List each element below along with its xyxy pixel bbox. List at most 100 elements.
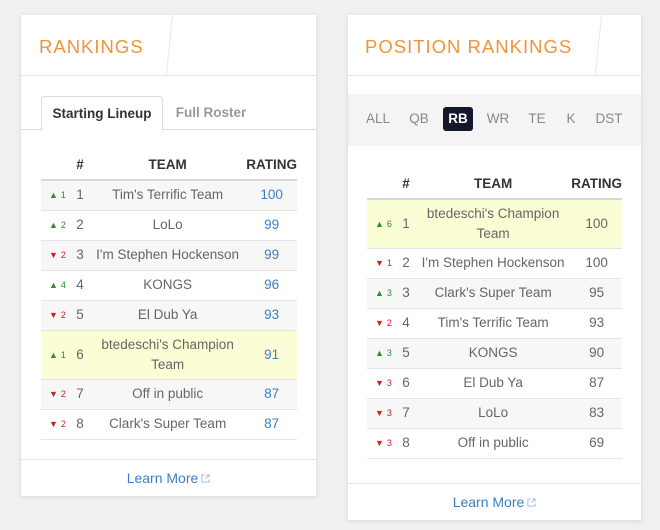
team-name: Clark's Super Team	[415, 278, 572, 309]
rank-number: 1	[397, 199, 415, 249]
position-k-button[interactable]: K	[566, 111, 576, 126]
rankings-footer: Learn More	[21, 459, 316, 496]
rank-change-value: 1	[60, 190, 66, 201]
rating-cell: 99	[246, 240, 297, 271]
position-rankings-header: POSITION RANKINGS	[348, 15, 641, 76]
table-row: ▼ 3 7 LoLo 83	[367, 398, 622, 429]
rating-column-header: RATING	[246, 149, 297, 181]
rank-change: ▼ 3	[367, 368, 397, 399]
rating-cell: 96	[246, 270, 297, 301]
rating-column-header: RATING	[571, 168, 622, 200]
tab-full-roster[interactable]: Full Roster	[175, 105, 247, 120]
rating-link[interactable]: 91	[264, 346, 280, 362]
change-column-header	[367, 168, 397, 200]
rank-change-value: 1	[60, 349, 66, 360]
position-wr-button[interactable]: WR	[486, 111, 510, 126]
up-arrow-icon: ▲	[49, 280, 58, 290]
rank-number: 6	[397, 368, 415, 399]
up-arrow-icon: ▲	[375, 288, 384, 298]
header-divider	[594, 15, 603, 75]
table-row: ▲ 2 2 LoLo 99	[41, 210, 297, 241]
learn-more-link[interactable]: Learn More	[453, 494, 537, 510]
team-name: KONGS	[89, 270, 247, 301]
down-arrow-icon: ▼	[375, 378, 384, 388]
team-name: LoLo	[415, 398, 572, 429]
rankings-tabs: Starting Lineup Full Roster	[21, 96, 316, 131]
header-divider	[165, 15, 174, 75]
learn-more-label: Learn More	[126, 470, 199, 486]
rank-change: ▼ 3	[367, 428, 397, 459]
rankings-card: RANKINGS Starting Lineup Full Roster # T…	[21, 15, 316, 496]
rating-value: 100	[571, 199, 622, 249]
down-arrow-icon: ▼	[375, 258, 384, 268]
rating-value: 100	[571, 248, 622, 279]
up-arrow-icon: ▲	[49, 349, 58, 360]
rating-link[interactable]: 87	[264, 386, 280, 401]
rank-change-value: 2	[60, 220, 66, 230]
rank-change: ▲ 3	[367, 338, 397, 369]
team-name: Tim's Terrific Team	[89, 180, 247, 211]
rank-change-value: 2	[60, 419, 66, 429]
position-rb-button[interactable]: RB	[443, 107, 473, 131]
team-name: I'm Stephen Hockenson	[415, 248, 572, 279]
rankings-header: RANKINGS	[21, 15, 316, 76]
tab-starting-lineup[interactable]: Starting Lineup	[41, 96, 163, 131]
team-column-header: TEAM	[415, 168, 572, 200]
position-dst-button[interactable]: DST	[595, 111, 623, 126]
table-row: ▼ 3 6 El Dub Ya 87	[367, 368, 622, 399]
position-all-button[interactable]: ALL	[365, 111, 391, 126]
rank-number: 3	[397, 278, 415, 309]
rank-change: ▼ 2	[367, 308, 397, 339]
rank-change: ▼ 1	[367, 248, 397, 279]
rank-change: ▼ 2	[41, 409, 71, 440]
rank-change-value: 2	[60, 389, 66, 399]
rank-change-value: 3	[386, 288, 392, 298]
up-arrow-icon: ▲	[49, 190, 58, 201]
table-row: ▼ 2 7 Off in public 87	[41, 379, 297, 410]
rank-column-header: #	[71, 149, 89, 181]
rating-value: 87	[571, 368, 622, 399]
table-header-row: # TEAM RATING	[41, 149, 297, 181]
learn-more-label: Learn More	[452, 494, 525, 510]
rank-number: 4	[71, 270, 89, 301]
rankings-title: RANKINGS	[39, 36, 144, 57]
rank-change: ▼ 2	[41, 240, 71, 271]
team-name: LoLo	[89, 210, 247, 241]
table-row: ▼ 2 8 Clark's Super Team 87	[41, 409, 297, 440]
table-row: ▲ 4 4 KONGS 96	[41, 270, 297, 301]
table-row: ▼ 3 8 Off in public 69	[367, 428, 622, 459]
rating-link[interactable]: 99	[264, 247, 280, 262]
rating-link[interactable]: 93	[264, 307, 280, 322]
table-row: ▲ 3 5 KONGS 90	[367, 338, 622, 369]
team-name: Clark's Super Team	[89, 409, 247, 440]
learn-more-link[interactable]: Learn More	[127, 470, 211, 486]
team-name: El Dub Ya	[415, 368, 572, 399]
position-qb-button[interactable]: QB	[409, 111, 429, 126]
rank-change: ▼ 2	[41, 379, 71, 410]
external-link-icon	[201, 474, 210, 483]
up-arrow-icon: ▲	[375, 218, 384, 229]
table-row: ▲ 3 3 Clark's Super Team 95	[367, 278, 622, 309]
team-name: btedeschi's Champion Team	[89, 330, 247, 380]
rank-change-value: 3	[386, 348, 392, 358]
team-name: Off in public	[415, 428, 572, 459]
rank-change: ▲ 3	[367, 278, 397, 309]
up-arrow-icon: ▲	[49, 220, 58, 230]
position-rankings-table: # TEAM RATING ▲ 6 1 btedeschi's Champion Te…	[367, 168, 622, 459]
table-header-row: # TEAM RATING	[367, 168, 622, 200]
position-te-button[interactable]: TE	[528, 111, 546, 126]
table-row: ▼ 2 5 El Dub Ya 93	[41, 300, 297, 331]
rank-number: 5	[71, 300, 89, 331]
rating-link[interactable]: 87	[264, 416, 280, 431]
rating-link[interactable]: 100	[260, 187, 283, 203]
rating-link[interactable]: 99	[264, 217, 280, 232]
team-column-header: TEAM	[89, 149, 247, 181]
rankings-table: # TEAM RATING ▲ 1 1 Tim's Terrific Team 100 ▲…	[41, 149, 297, 440]
table-row: ▼ 2 3 I'm Stephen Hockenson 99	[41, 240, 297, 271]
down-arrow-icon: ▼	[49, 389, 58, 399]
rank-change: ▲ 1	[41, 330, 71, 380]
rating-link[interactable]: 96	[264, 277, 280, 292]
rank-number: 2	[71, 210, 89, 241]
rating-cell: 99	[246, 210, 297, 241]
rank-column-header: #	[397, 168, 415, 200]
